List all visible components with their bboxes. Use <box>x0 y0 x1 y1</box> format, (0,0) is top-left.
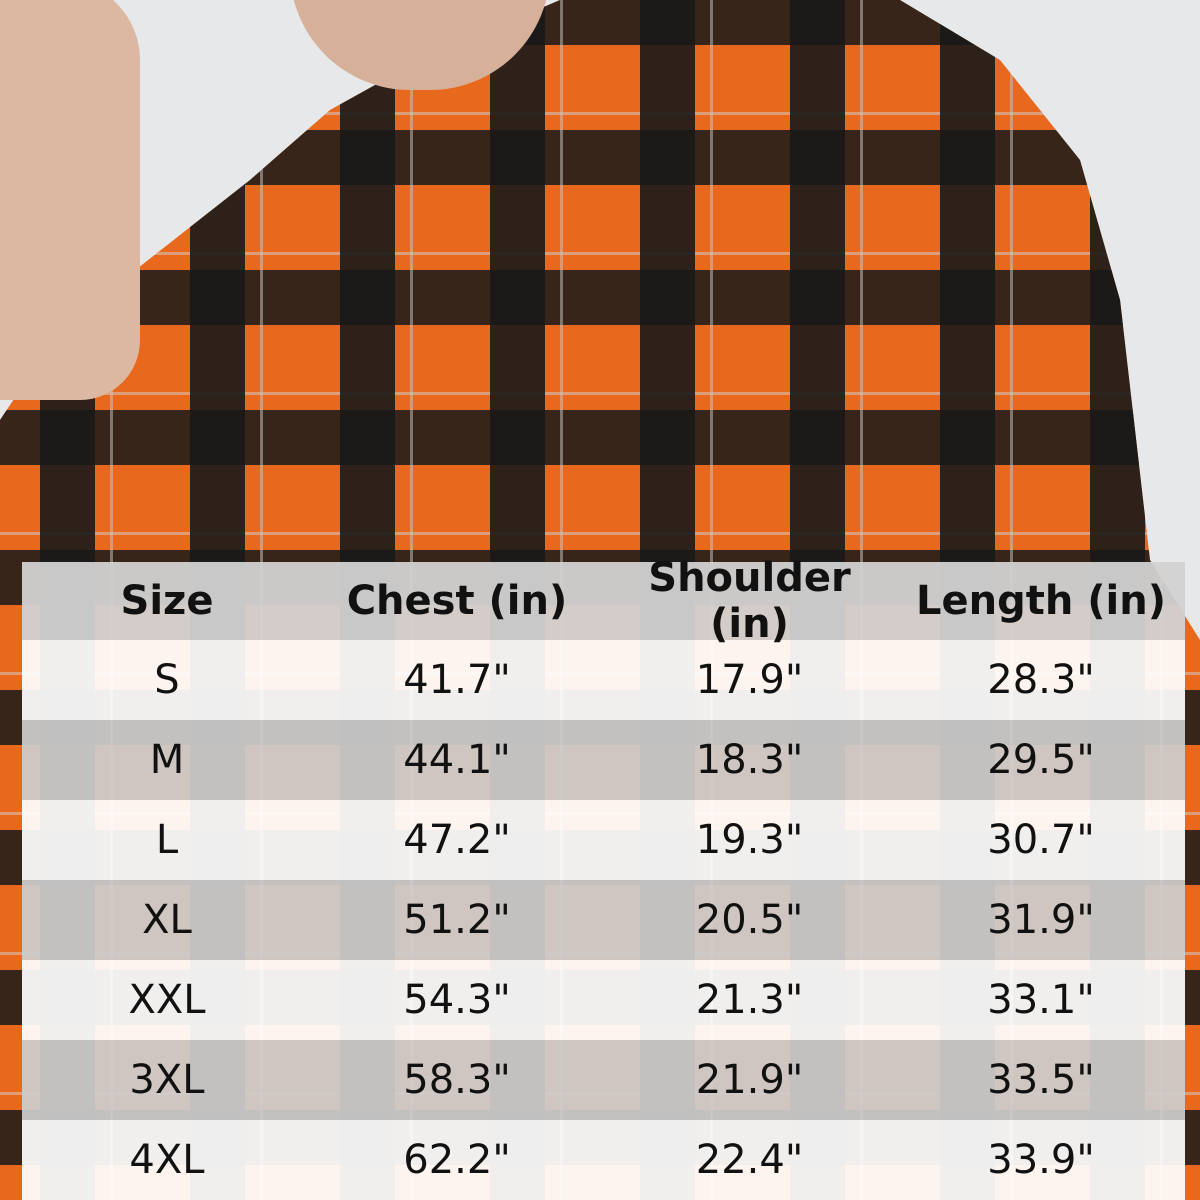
cell-shoulder: 21.9" <box>695 1057 804 1103</box>
cell-length: 31.9" <box>987 897 1095 943</box>
cell-shoulder: 18.3" <box>695 737 804 783</box>
table-row: 4XL 62.2" 22.4" 33.9" <box>22 1120 1185 1200</box>
table-row: XL 51.2" 20.5" 31.9" <box>22 880 1185 960</box>
table-row: S 41.7" 17.9" 28.3" <box>22 640 1185 720</box>
cell-shoulder: 22.4" <box>695 1137 804 1183</box>
table-row: M 44.1" 18.3" 29.5" <box>22 720 1185 800</box>
header-shoulder: Shoulder (in) <box>648 555 851 647</box>
header-chest: Chest (in) <box>346 578 568 624</box>
table-header-row: Size Chest (in) Shoulder (in) Length (in… <box>22 555 1185 647</box>
cell-size: S <box>154 657 180 703</box>
header-length: Length (in) <box>916 578 1166 624</box>
cell-chest: 54.3" <box>403 977 511 1023</box>
table-row: 3XL 58.3" 21.9" 33.5" <box>22 1040 1185 1120</box>
table-row: XXL 54.3" 21.3" 33.1" <box>22 960 1185 1040</box>
cell-size: M <box>149 737 185 783</box>
cell-size: XL <box>142 897 192 943</box>
cell-chest: 58.3" <box>403 1057 511 1103</box>
cell-size: 3XL <box>129 1057 205 1103</box>
cell-length: 33.9" <box>987 1137 1095 1183</box>
cell-chest: 41.7" <box>403 657 511 703</box>
cell-shoulder: 20.5" <box>695 897 804 943</box>
cell-size: 4XL <box>129 1137 205 1183</box>
size-chart-table: Size Chest (in) Shoulder (in) Length (in… <box>22 555 1185 1200</box>
cell-chest: 47.2" <box>403 817 511 863</box>
cell-chest: 51.2" <box>403 897 511 943</box>
cell-chest: 44.1" <box>403 737 511 783</box>
cell-length: 33.1" <box>987 977 1095 1023</box>
cell-shoulder: 19.3" <box>695 817 804 863</box>
cell-size: XXL <box>128 977 206 1023</box>
cell-chest: 62.2" <box>403 1137 511 1183</box>
table-row: L 47.2" 19.3" 30.7" <box>22 800 1185 880</box>
cell-shoulder: 21.3" <box>695 977 804 1023</box>
cell-length: 30.7" <box>987 817 1095 863</box>
cell-length: 29.5" <box>987 737 1095 783</box>
cell-length: 33.5" <box>987 1057 1095 1103</box>
cell-length: 28.3" <box>987 657 1095 703</box>
cell-shoulder: 17.9" <box>695 657 804 703</box>
header-size: Size <box>120 578 214 624</box>
model-arm <box>0 0 140 400</box>
cell-size: L <box>155 817 179 863</box>
